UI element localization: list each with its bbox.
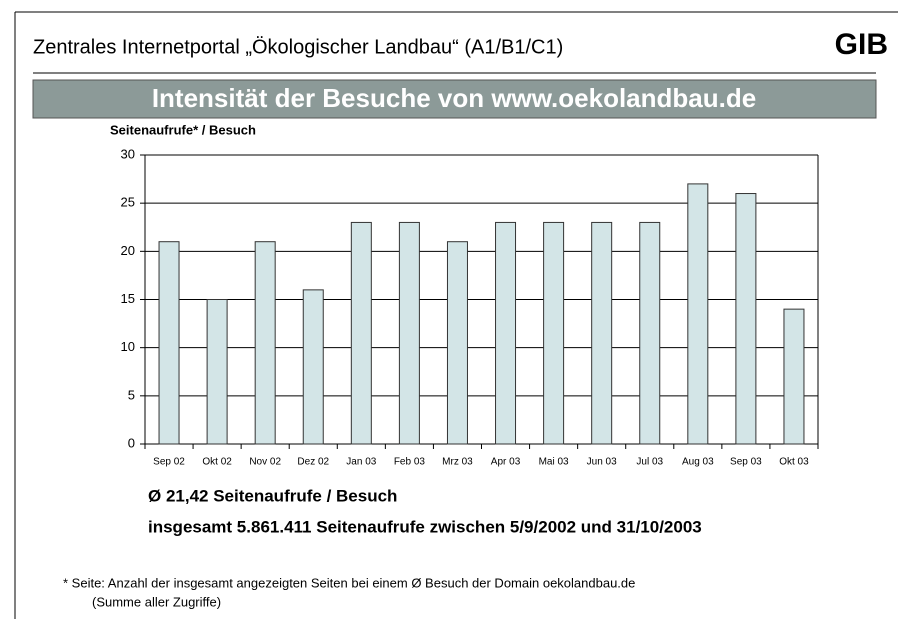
y-tick-label: 5 bbox=[128, 387, 135, 402]
plot: 0 5 10 15 20 25 30 Sep 02 Okt 02 Nov 02 Dez 02 Jan … bbox=[121, 146, 819, 468]
bar bbox=[543, 221, 565, 445]
x-tick-label: Apr 03 bbox=[491, 457, 521, 468]
x-tick-label: Okt 02 bbox=[202, 457, 232, 468]
annotation: insgesamt 5.861.411 Seitenaufrufe zwisch… bbox=[148, 517, 702, 536]
x-tick-label: Feb 03 bbox=[394, 457, 426, 468]
logo: GIB bbox=[835, 28, 888, 61]
chart-title: Intensität der Besuche von www.oekolandb… bbox=[152, 83, 756, 113]
y-tick-label: 0 bbox=[128, 435, 135, 450]
bar bbox=[254, 241, 276, 445]
y-tick-label: 15 bbox=[121, 291, 135, 306]
bar bbox=[350, 221, 372, 445]
x-tick-label: Sep 03 bbox=[730, 457, 762, 468]
x-tick-label: Aug 03 bbox=[682, 457, 714, 468]
bar bbox=[206, 299, 228, 445]
footnote: (Summe aller Zugriffe) bbox=[92, 594, 221, 609]
bar bbox=[446, 241, 468, 445]
header-title: Zentrales Internetportal „Ökologischer L… bbox=[33, 36, 563, 58]
x-tick-label: Dez 02 bbox=[297, 457, 329, 468]
x-tick-label: Jun 03 bbox=[587, 457, 617, 468]
bar bbox=[158, 241, 180, 445]
y-tick-label: 30 bbox=[121, 146, 135, 161]
x-tick-label: Jan 03 bbox=[346, 457, 376, 468]
y-tick-label: 10 bbox=[121, 339, 135, 354]
bar bbox=[495, 221, 517, 445]
bar bbox=[687, 183, 709, 445]
bar bbox=[639, 221, 661, 445]
footnote: * Seite: Anzahl der insgesamt angezeigte… bbox=[63, 575, 635, 590]
bar bbox=[302, 289, 324, 445]
x-tick-label: Okt 03 bbox=[779, 457, 809, 468]
x-tick-label: Mai 03 bbox=[539, 457, 569, 468]
y-axis-title: Seitenaufrufe* / Besuch bbox=[110, 122, 256, 137]
annotation: Ø 21,42 Seitenaufrufe / Besuch bbox=[148, 486, 397, 505]
title-banner bbox=[32, 79, 877, 119]
y-tick-label: 25 bbox=[121, 195, 135, 210]
bar bbox=[783, 308, 805, 445]
x-tick-label: Sep 02 bbox=[153, 457, 185, 468]
x-tick-label: Mrz 03 bbox=[442, 457, 473, 468]
y-tick-label: 20 bbox=[121, 243, 135, 258]
bar bbox=[591, 221, 613, 445]
bar bbox=[735, 193, 757, 445]
x-tick-label: Nov 02 bbox=[249, 457, 281, 468]
bar bbox=[398, 221, 420, 445]
x-tick-label: Jul 03 bbox=[636, 457, 663, 468]
